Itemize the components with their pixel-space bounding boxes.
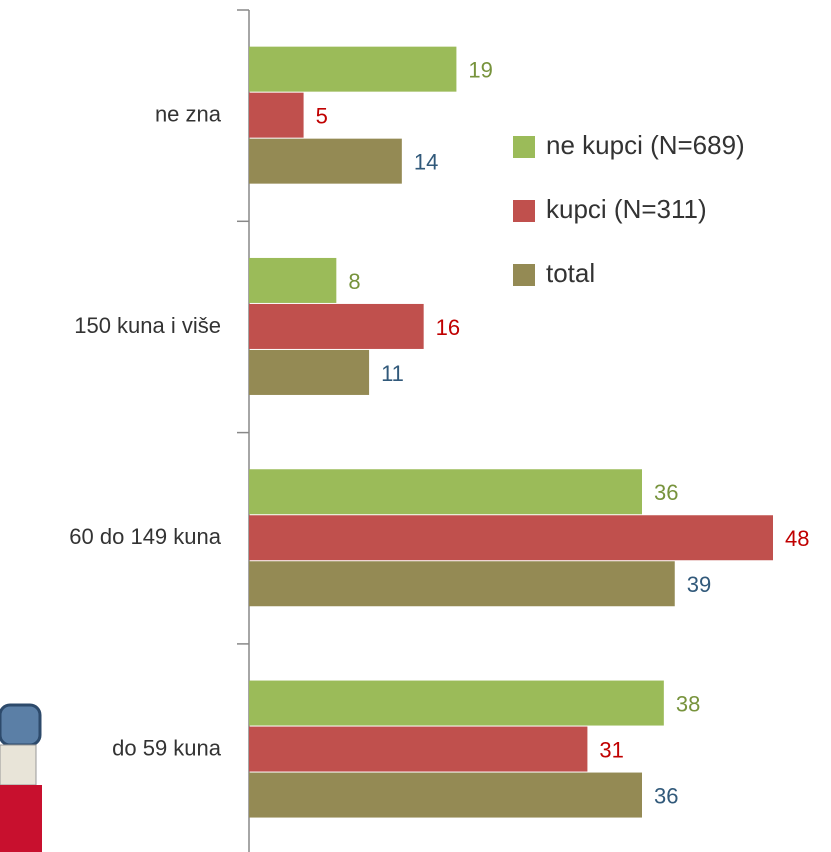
bar [249,772,642,818]
books-decoration [0,703,42,852]
value-label: 36 [654,783,678,808]
value-label: 14 [414,149,438,174]
bar [249,726,588,772]
legend-text: ne kupci (N=689) [546,130,745,160]
value-label: 39 [687,572,711,597]
legend-swatch [513,200,535,222]
category-label: ne zna [155,101,222,126]
bar [249,92,304,138]
category-label: 60 do 149 kuna [69,524,221,549]
legend-text: total [546,258,595,288]
bar [249,303,424,349]
value-label: 16 [436,315,460,340]
bar [249,515,773,561]
category-label: do 59 kuna [112,735,222,760]
legend-swatch [513,264,535,286]
bar [249,46,457,92]
bar [249,469,642,515]
legend-text: kupci (N=311) [546,194,707,224]
category-label: 150 kuna i više [74,313,221,338]
value-label: 38 [676,691,700,716]
value-label: 11 [381,361,404,386]
value-label: 36 [654,480,678,505]
value-label: 8 [348,269,360,294]
bar [249,257,337,303]
bar [249,138,402,184]
value-label: 31 [599,737,623,762]
value-label: 5 [316,103,328,128]
bar [249,561,675,607]
bar [249,680,664,726]
value-label: 19 [468,57,492,82]
legend-swatch [513,136,535,158]
bar [249,349,370,395]
value-label: 48 [785,526,809,551]
